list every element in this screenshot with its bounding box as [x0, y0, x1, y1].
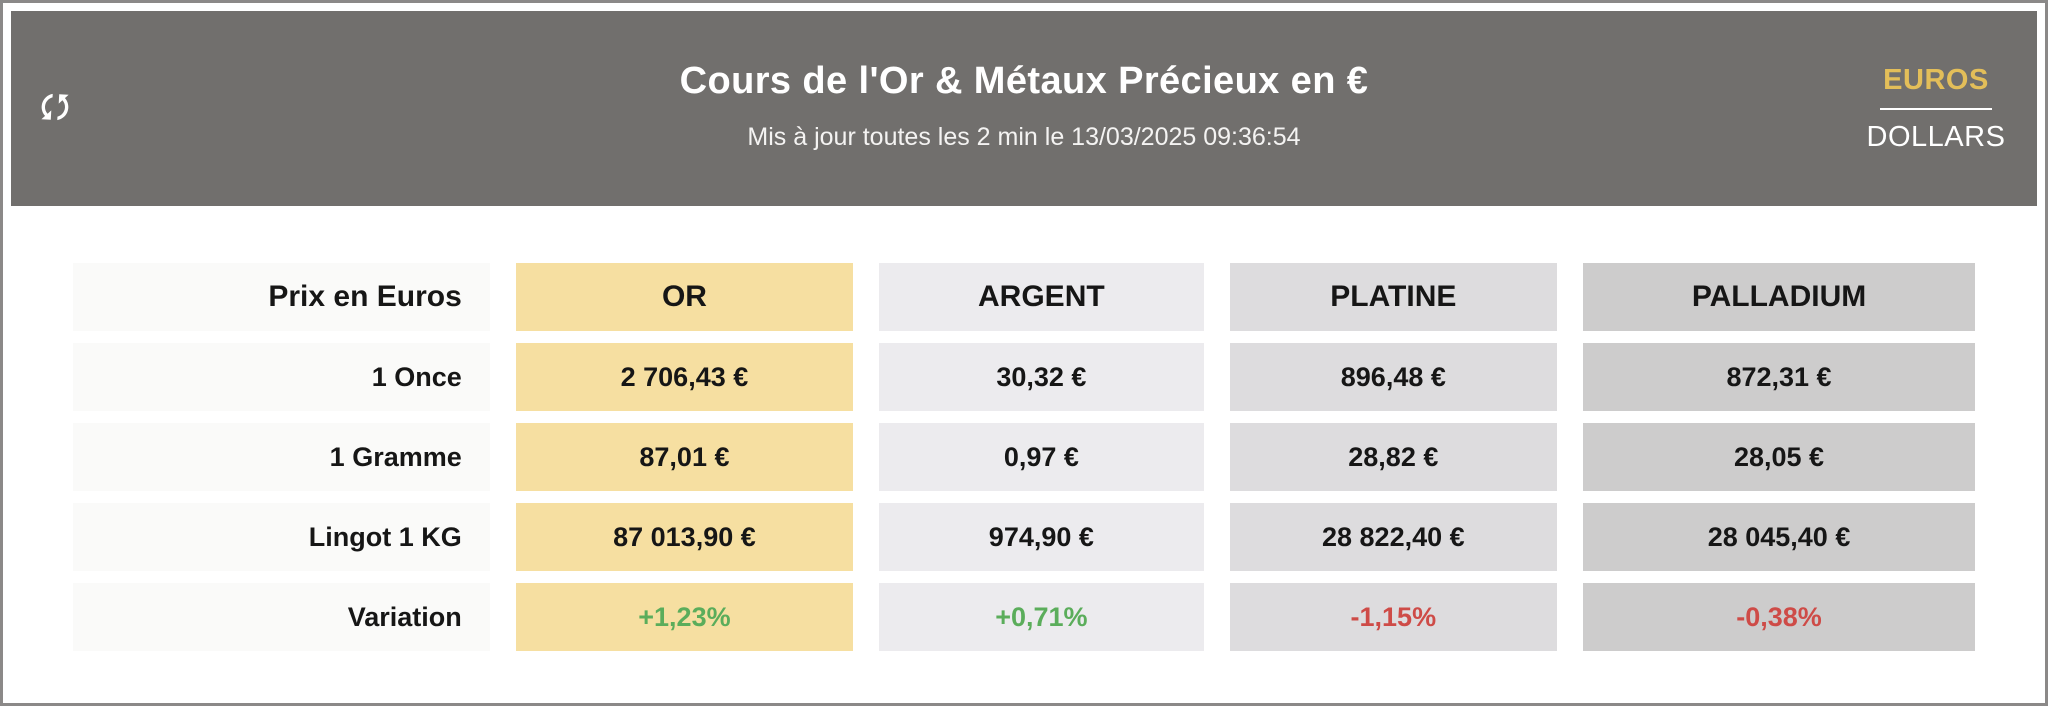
price-cell-argent: 0,97 € — [879, 423, 1204, 491]
row-label: 1 Once — [73, 343, 490, 411]
corner-header-cell: Prix en Euros — [73, 263, 490, 331]
currency-toggle: EUROS DOLLARS — [1851, 64, 2021, 154]
column-header-or: OR — [515, 263, 854, 331]
refresh-button[interactable] — [33, 87, 77, 131]
price-cell-platine: 28,82 € — [1229, 423, 1558, 491]
header-band: Cours de l'Or & Métaux Précieux en € Mis… — [11, 11, 2037, 206]
price-cell-argent: 30,32 € — [879, 343, 1204, 411]
row-label: Lingot 1 KG — [73, 503, 490, 571]
price-cell-argent: 974,90 € — [879, 503, 1204, 571]
price-cell-or: 87 013,90 € — [515, 503, 854, 571]
currency-dollars-option[interactable]: DOLLARS — [1866, 120, 2006, 153]
refresh-icon — [35, 87, 75, 130]
price-cell-or: 2 706,43 € — [515, 343, 854, 411]
variation-cell-or: +1,23% — [515, 583, 854, 651]
update-subtitle: Mis à jour toutes les 2 min le 13/03/202… — [747, 122, 1301, 151]
page-title: Cours de l'Or & Métaux Précieux en € — [679, 59, 1369, 102]
row-label: Variation — [73, 583, 490, 651]
row-label: 1 Gramme — [73, 423, 490, 491]
variation-cell-argent: +0,71% — [879, 583, 1204, 651]
price-cell-platine: 896,48 € — [1229, 343, 1558, 411]
price-cell-palladium: 28,05 € — [1583, 423, 1975, 491]
column-header-platine: PLATINE — [1229, 263, 1558, 331]
header-titles: Cours de l'Or & Métaux Précieux en € Mis… — [680, 60, 1369, 152]
price-cell-palladium: 28 045,40 € — [1583, 503, 1975, 571]
price-cell-or: 87,01 € — [515, 423, 854, 491]
column-header-argent: ARGENT — [879, 263, 1204, 331]
currency-toggle-divider — [1880, 107, 1992, 110]
price-cell-platine: 28 822,40 € — [1229, 503, 1558, 571]
price-cell-palladium: 872,31 € — [1583, 343, 1975, 411]
variation-cell-palladium: -0,38% — [1583, 583, 1975, 651]
currency-euros-option[interactable]: EUROS — [1883, 63, 1989, 96]
prices-table: Prix en Euros OR ARGENT PLATINE PALLADIUM 1 O… — [73, 263, 1975, 651]
variation-cell-platine: -1,15% — [1229, 583, 1558, 651]
column-header-palladium: PALLADIUM — [1583, 263, 1975, 331]
